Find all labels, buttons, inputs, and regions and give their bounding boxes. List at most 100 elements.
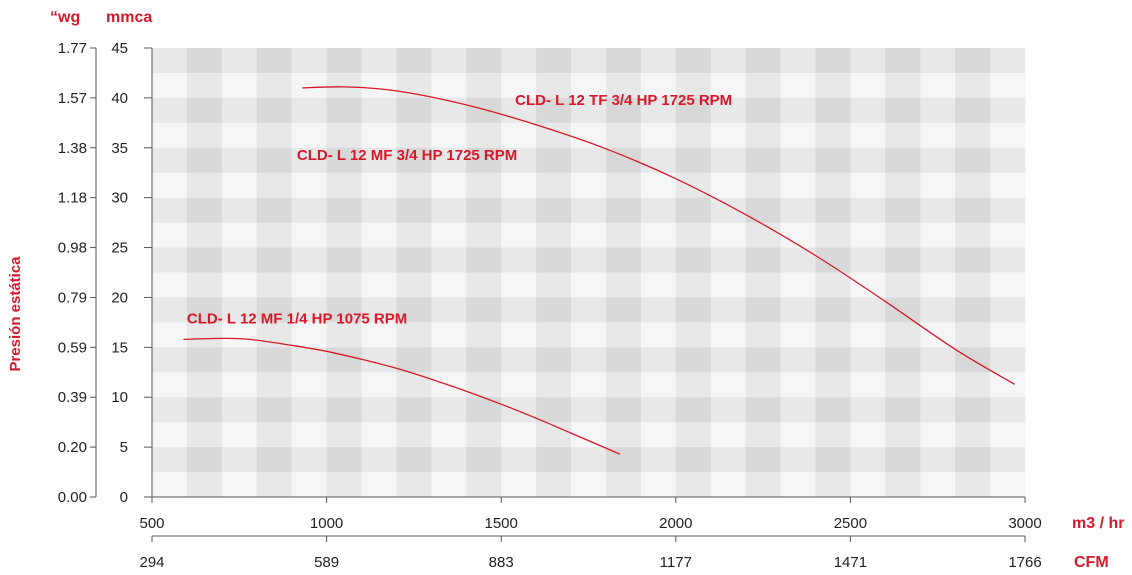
grid-cell <box>640 97 677 124</box>
grid-cell <box>186 72 223 99</box>
grid-cell <box>955 197 991 224</box>
grid-cell <box>466 272 502 298</box>
grid-cell <box>885 397 921 423</box>
grid-cell <box>605 272 642 298</box>
grid-cell <box>361 222 397 248</box>
grid-cell <box>501 197 537 224</box>
grid-cell <box>571 272 607 298</box>
grid-cell <box>152 272 188 298</box>
grid-cell <box>955 97 991 124</box>
grid-cell <box>431 247 467 273</box>
grid-cell <box>675 447 712 473</box>
grid-cell <box>780 272 816 298</box>
grid-cell <box>780 97 816 124</box>
grid-cell <box>256 147 293 174</box>
grid-cell <box>152 347 188 373</box>
grid-cell <box>571 222 607 248</box>
grid-cell <box>920 222 956 248</box>
grid-cell <box>326 372 362 398</box>
grid-cell <box>431 397 467 423</box>
grid-cell <box>536 97 572 124</box>
grid-cell <box>920 472 956 498</box>
grid-cell <box>186 147 223 174</box>
grid-cell <box>361 122 397 149</box>
grid-cell <box>466 147 502 174</box>
grid-cell <box>815 422 851 448</box>
grid-cell <box>221 472 258 498</box>
grid-cell <box>675 122 712 149</box>
series-lines <box>183 86 1015 455</box>
grid-cell <box>675 147 712 174</box>
grid-cell <box>152 222 188 248</box>
grid-cell <box>221 222 258 248</box>
series-line-1 <box>302 86 1015 385</box>
grid-cell <box>396 72 432 99</box>
grid-cell <box>466 372 502 398</box>
grid-cell <box>920 122 956 149</box>
grid-cell <box>745 147 781 174</box>
grid-cell <box>850 247 886 273</box>
grid-cell <box>780 422 816 448</box>
grid-cell <box>326 172 362 199</box>
grid-cell <box>850 197 886 224</box>
grid-cell <box>920 447 956 473</box>
y-tick-label-mmca: 35 <box>111 140 128 157</box>
grid-cell <box>675 97 712 124</box>
grid-cell <box>291 197 327 224</box>
grid-cell <box>745 422 781 448</box>
grid-cell <box>605 322 642 348</box>
grid-cell <box>501 122 537 149</box>
grid-cell <box>850 172 886 199</box>
grid-cell <box>291 172 327 199</box>
grid-cell <box>326 272 362 298</box>
grid-cell <box>780 122 816 149</box>
grid-cell <box>221 422 258 448</box>
grid-cell <box>990 297 1026 323</box>
grid-cell <box>291 72 327 99</box>
grid-cell <box>710 272 747 298</box>
grid-cell <box>431 322 467 348</box>
grid-cell <box>920 347 956 373</box>
grid-cell <box>221 147 258 174</box>
grid-cell <box>536 347 572 373</box>
grid-cell <box>256 397 293 423</box>
grid-cell <box>990 322 1026 348</box>
grid-background <box>152 48 1026 498</box>
grid-cell <box>291 347 327 373</box>
grid-cell <box>152 447 188 473</box>
grid-cell <box>815 397 851 423</box>
x-tick-label-secondary: 1471 <box>834 554 867 571</box>
annotations: CLD- L 12 TF 3/4 HP 1725 RPM CLD- L 12 MF… <box>187 92 732 328</box>
grid-cell <box>605 222 642 248</box>
grid-cell <box>955 122 991 149</box>
grid-cell <box>885 247 921 273</box>
grid-cell <box>431 48 467 74</box>
grid-cell <box>396 247 432 273</box>
grid-cell <box>990 247 1026 273</box>
y-unit-wg-label: “wg <box>50 9 80 26</box>
grid-cell <box>605 247 642 273</box>
grid-cell <box>536 172 572 199</box>
grid-cell <box>850 147 886 174</box>
grid-cell <box>815 447 851 473</box>
grid-cell <box>920 297 956 323</box>
grid-cell <box>221 48 258 74</box>
grid-cell <box>815 97 851 124</box>
grid-cell <box>501 147 537 174</box>
grid-cell <box>920 147 956 174</box>
grid-cell <box>256 48 293 74</box>
grid-cell <box>186 222 223 248</box>
grid-cell <box>501 297 537 323</box>
grid-cell <box>361 297 397 323</box>
grid-cell <box>815 48 851 74</box>
grid-cell <box>361 372 397 398</box>
grid-cell <box>571 172 607 199</box>
grid-cell <box>780 397 816 423</box>
grid-cell <box>745 222 781 248</box>
grid-cell <box>221 447 258 473</box>
grid-cell <box>955 322 991 348</box>
grid-cell <box>431 172 467 199</box>
grid-cell <box>291 48 327 74</box>
grid-cell <box>815 247 851 273</box>
grid-cell <box>815 272 851 298</box>
